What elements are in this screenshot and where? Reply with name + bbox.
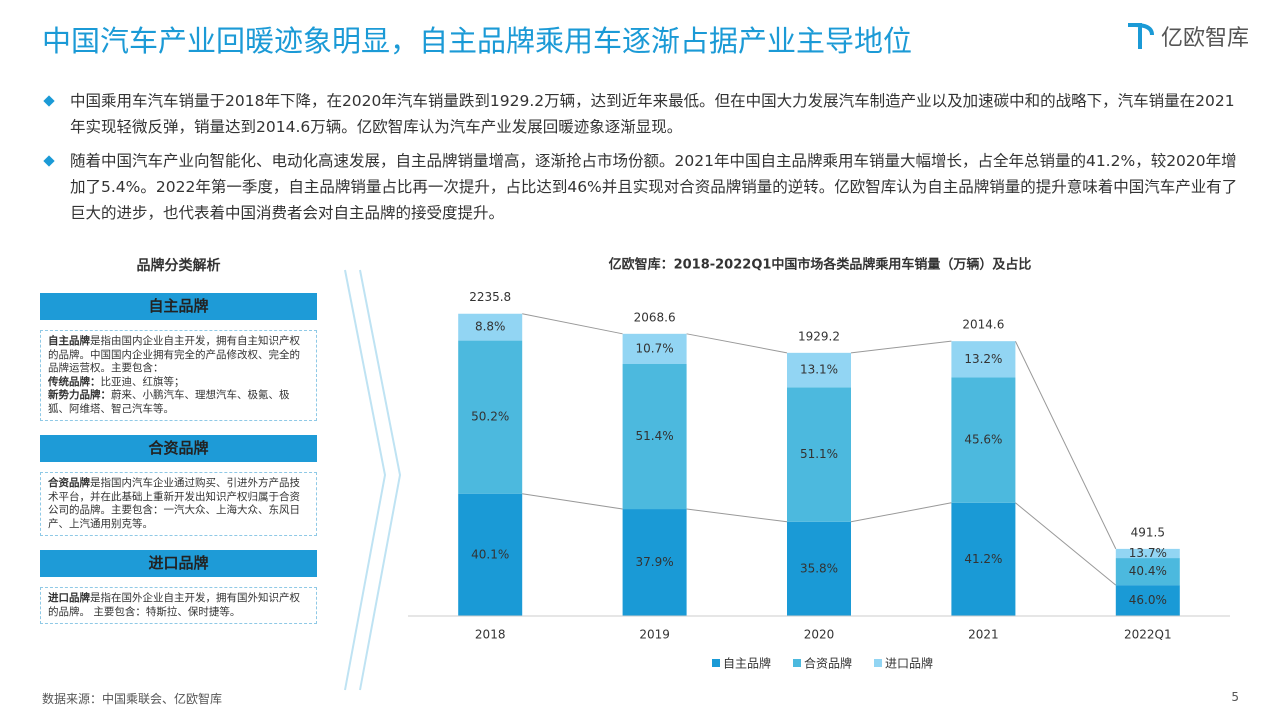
page-number: 5: [1231, 690, 1239, 704]
bar-segment: [458, 493, 523, 616]
paragraph-text: 是指在国外企业自主开发，拥有国外知识产权的品牌。 主要包含：特斯拉、保时捷等。: [48, 592, 300, 618]
x-tick-label: 2019: [639, 628, 670, 642]
section-box: 自主品牌是指由国内企业自主开发，拥有自主知识产权的品牌。中国国内企业拥有完全的产…: [40, 330, 317, 421]
section-paragraph: 合资品牌是指国内汽车企业通过购买、引进外方产品技术平台，并在此基础上重新开发出知…: [48, 477, 309, 531]
bar-segment: [951, 502, 1016, 616]
bar-segment: [1115, 585, 1180, 616]
value-label: 46.0%: [1129, 593, 1167, 607]
value-label: 35.8%: [800, 561, 838, 575]
value-label: 40.4%: [1129, 564, 1167, 578]
paragraph-label: 合资品牌: [48, 477, 90, 489]
total-label: 1929.2: [798, 329, 840, 343]
section-box: 进口品牌是指在国外企业自主开发，拥有国外知识产权的品牌。 主要包含：特斯拉、保时…: [40, 587, 317, 624]
section-heading: 合资品牌: [40, 435, 317, 462]
value-label: 13.2%: [964, 352, 1002, 366]
legend-swatch: [793, 659, 801, 667]
value-label: 8.8%: [475, 320, 506, 334]
x-tick-label: 2021: [968, 628, 999, 642]
value-label: 13.7%: [1129, 546, 1167, 560]
bar-segment: [787, 521, 851, 616]
section-heading: 进口品牌: [40, 550, 317, 577]
value-label: 50.2%: [471, 410, 509, 424]
value-label: 13.1%: [800, 363, 838, 377]
total-label: 491.5: [1131, 525, 1165, 539]
bar-segment: [1115, 558, 1180, 586]
total-label: 2235.8: [469, 290, 511, 304]
bullet-list: 中国乘用车汽车销量于2018年下降，在2020年汽车销量跌到1929.2万辆，达…: [42, 88, 1242, 234]
section-paragraph: 自主品牌是指由国内企业自主开发，拥有自主知识产权的品牌。中国国内企业拥有完全的产…: [48, 335, 309, 376]
brand-panel: 品牌分类解析 自主品牌 自主品牌是指由国内企业自主开发，拥有自主知识产权的品牌。中…: [40, 255, 317, 638]
connector: [850, 502, 952, 523]
x-tick-label: 2020: [804, 628, 835, 642]
paragraph-text: 是指国内汽车企业通过购买、引进外方产品技术平台，并在此基础上重新开发出知识产权归…: [48, 477, 300, 530]
paragraph-text: 蔚来、小鹏汽车、理想汽车、极氪、极狐、阿维塔、智己汽车等。: [48, 389, 290, 415]
section-paragraph: 传统品牌：比亚迪、红旗等；: [48, 376, 309, 390]
bar-segment: [951, 341, 1016, 378]
x-tick-label: 2022Q1: [1124, 628, 1172, 642]
connector: [686, 508, 788, 523]
bar-segment: [1115, 548, 1180, 559]
bullet: 中国乘用车汽车销量于2018年下降，在2020年汽车销量跌到1929.2万辆，达…: [42, 88, 1242, 140]
paragraph-text: 比亚迪、红旗等；: [100, 375, 185, 388]
bar-segment: [622, 509, 687, 616]
bar-segment: [787, 352, 851, 388]
connector: [522, 493, 623, 510]
total-label: 2068.6: [634, 310, 676, 324]
section-paragraph: 进口品牌是指在国外企业自主开发，拥有国外知识产权的品牌。 主要包含：特斯拉、保时…: [48, 592, 309, 619]
x-tick-label: 2018: [475, 628, 506, 642]
value-label: 41.2%: [964, 552, 1002, 566]
bullet-text: 随着中国汽车产业向智能化、电动化高速发展，自主品牌销量增高，逐渐抢占市场份额。2…: [70, 152, 1238, 222]
legend-label: 自主品牌: [723, 657, 771, 671]
paragraph-label: 新势力品牌：: [48, 389, 111, 401]
bar-segment: [458, 340, 523, 494]
logo-text: 亿欧智库: [1160, 26, 1249, 51]
connector: [850, 340, 952, 354]
bar-segment: [787, 387, 851, 522]
section-box: 合资品牌是指国内汽车企业通过购买、引进外方产品技术平台，并在此基础上重新开发出知…: [40, 472, 317, 536]
bullet: 随着中国汽车产业向智能化、电动化高速发展，自主品牌销量增高，逐渐抢占市场份额。2…: [42, 148, 1242, 226]
legend-swatch: [712, 659, 720, 667]
chevron: [359, 269, 402, 691]
chevrons: [344, 269, 402, 691]
connectors: [522, 313, 1117, 586]
section-paragraph: 新势力品牌：蔚来、小鹏汽车、理想汽车、极氪、极狐、阿维塔、智己汽车等。: [48, 389, 309, 416]
paragraph-label: 进口品牌: [48, 592, 90, 604]
bar-segment: [951, 377, 1016, 503]
chevron: [344, 269, 387, 691]
legend-swatch: [874, 659, 882, 667]
logo: 亿欧智库: [1125, 20, 1249, 52]
total-label: 2014.6: [962, 318, 1004, 332]
legend-label: 进口品牌: [885, 657, 933, 671]
value-label: 45.6%: [964, 433, 1002, 447]
bar-segment: [458, 313, 523, 341]
value-label: 40.1%: [471, 547, 509, 561]
value-label: 10.7%: [636, 341, 674, 355]
connector: [1014, 340, 1117, 550]
value-label: 51.4%: [636, 429, 674, 443]
bar-segment: [622, 364, 687, 510]
value-label: 37.9%: [636, 555, 674, 569]
paragraph-label: 传统品牌：: [48, 375, 101, 388]
bar-segment: [622, 333, 687, 365]
value-label: 51.1%: [800, 447, 838, 461]
panel-title: 品牌分类解析: [136, 258, 221, 274]
chart-title: 亿欧智库：2018-2022Q1中国市场各类品牌乘用车销量（万辆）及占比: [609, 257, 1032, 273]
page-title: 中国汽车产业回暖迹象明显，自主品牌乘用车逐渐占据产业主导地位: [42, 24, 913, 58]
legend-label: 合资品牌: [804, 656, 852, 671]
paragraph-text: 是指由国内企业自主开发，拥有自主知识产权的品牌。中国国内企业拥有完全的产品修改权…: [48, 335, 300, 374]
logo-icon: [1127, 23, 1154, 49]
paragraph-label: 自主品牌: [48, 335, 90, 347]
bullet-text: 中国乘用车汽车销量于2018年下降，在2020年汽车销量跌到1929.2万辆，达…: [70, 92, 1235, 136]
connector: [686, 333, 788, 354]
section-heading: 自主品牌: [40, 293, 317, 320]
connector: [522, 313, 623, 335]
connector: [1015, 502, 1117, 586]
source: 数据来源：中国乘联会、亿欧智库: [42, 692, 223, 706]
